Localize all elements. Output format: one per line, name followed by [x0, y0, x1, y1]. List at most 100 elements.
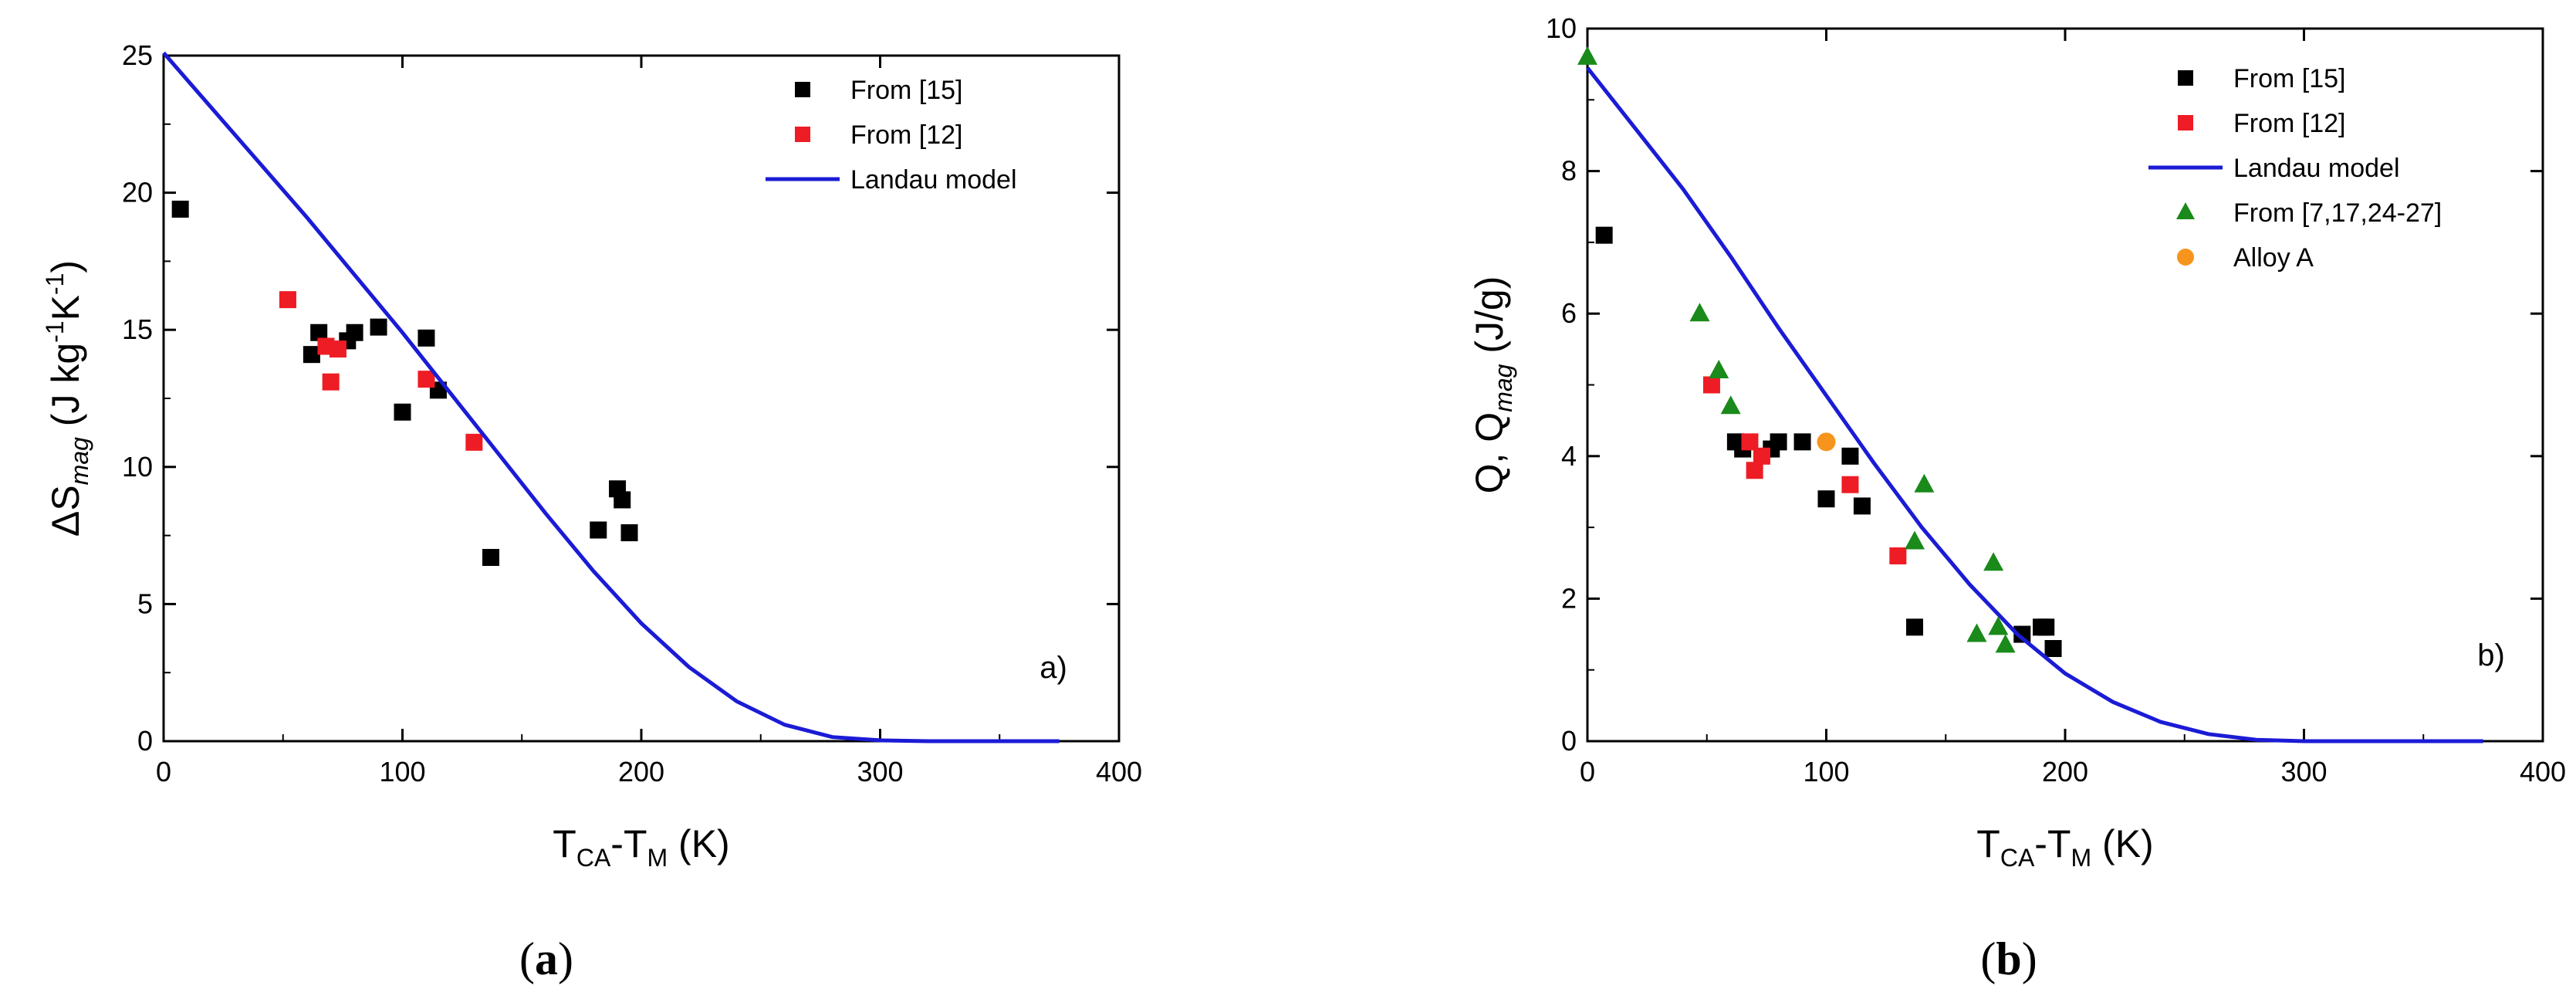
x-tick-label: 300: [857, 756, 903, 787]
landau-model-line: [162, 51, 1060, 743]
series-from-15: [1595, 226, 2062, 658]
data-point-square: [482, 549, 500, 567]
y-tick-label: 20: [122, 177, 153, 208]
legend-label: From [15]: [850, 76, 962, 105]
data-point-square: [1770, 433, 1787, 451]
data-point-square: [303, 346, 320, 364]
caption-close: ): [558, 933, 573, 984]
y-tick-label: 10: [122, 451, 153, 483]
x-tick-label: 300: [2280, 756, 2327, 787]
y-tick-label: 0: [1561, 725, 1577, 757]
y-tick-label: 2: [1561, 582, 1577, 614]
y-label-sub: mag: [66, 437, 93, 485]
data-point-square: [394, 403, 411, 421]
x-label-sub: CA: [2000, 844, 2035, 872]
data-point-square: [620, 524, 638, 542]
data-point-square: [1746, 462, 1763, 479]
x-tick-label: 400: [2520, 756, 2566, 787]
y-tick-label: 5: [137, 588, 153, 619]
caption-close: ): [2022, 933, 2037, 984]
legend-label: From [12]: [850, 120, 962, 150]
data-point-triangle: [1988, 616, 2009, 635]
caption-open: (: [519, 933, 535, 984]
plot-frame: [162, 54, 1121, 743]
data-point-triangle: [1914, 473, 1935, 493]
data-point-square: [1793, 433, 1811, 451]
x-tick-label: 400: [1096, 756, 1142, 787]
legend-entry: From [7,17,24-27]: [2176, 198, 2442, 228]
data-point-square: [1889, 547, 1907, 565]
y-tick-label: 10: [1546, 12, 1577, 44]
data-point-square: [1741, 433, 1759, 451]
legend-entry: Alloy A: [2177, 243, 2314, 273]
x-label-unit: (K): [2091, 822, 2154, 865]
figure-caption: (b): [1980, 933, 2037, 984]
series-landau-model: [1586, 66, 2483, 743]
y-label-base: ΔS: [44, 485, 87, 537]
series-from-15: [171, 200, 638, 567]
y-label-unit: (J kg: [44, 343, 87, 437]
data-point-square: [322, 373, 340, 391]
series-landau-model: [162, 51, 1060, 743]
x-tick-label: 200: [2042, 756, 2088, 787]
y-axis-label: ΔSmag (J kg-1K-1): [41, 260, 93, 537]
legend-label: From [7,17,24-27]: [2233, 198, 2442, 228]
data-point-square: [279, 291, 296, 309]
caption-letter: a: [535, 933, 558, 984]
data-point-square: [329, 340, 347, 358]
data-point-square: [1753, 447, 1770, 465]
data-point-square: [171, 200, 189, 218]
legend-label: From [15]: [2233, 64, 2345, 93]
x-label-mid: -T: [2034, 822, 2071, 865]
legend-entry: From [15]: [2178, 64, 2345, 93]
data-point-triangle: [1577, 46, 1597, 65]
plot-frame: [1586, 27, 2544, 743]
data-point-square: [1595, 226, 1613, 244]
data-point-circle: [1817, 432, 1836, 452]
data-point-square: [1906, 618, 1924, 636]
legend-square-swatch: [795, 82, 810, 97]
data-point-triangle: [1905, 530, 1925, 550]
x-tick-label: 100: [1803, 756, 1849, 787]
x-axis-label: TCA-TM (K): [553, 822, 729, 872]
x-label-sub: CA: [576, 844, 611, 872]
data-point-square: [370, 318, 387, 336]
y-label-close: ): [44, 260, 87, 273]
caption-letter: b: [1996, 933, 2021, 984]
legend-circle-swatch: [2177, 249, 2194, 266]
y-label-exp: -1: [41, 273, 69, 295]
x-label-unit: (K): [668, 822, 730, 865]
landau-model-line: [1586, 66, 2483, 743]
data-point-square: [346, 323, 363, 341]
data-point-square: [1702, 376, 1720, 394]
x-label-base: T: [1976, 822, 2000, 865]
y-tick-label: 0: [137, 725, 153, 757]
series-alloy-a: [1817, 432, 1836, 452]
y-axis-label: Q, Qmag (J/g): [1468, 276, 1517, 494]
legend-label: From [12]: [2233, 109, 2345, 138]
x-tick-label: 0: [156, 756, 171, 787]
y-label-mid: K: [44, 295, 87, 320]
legend-label: Landau model: [2233, 154, 2400, 183]
y-tick-label: 4: [1561, 440, 1577, 472]
x-label-base: T: [553, 822, 576, 865]
legend-square-swatch: [2178, 115, 2193, 130]
legend-entry: Landau model: [2148, 154, 2400, 183]
x-tick-label: 100: [379, 756, 425, 787]
data-point-square: [590, 521, 607, 539]
y-tick-label: 25: [122, 39, 153, 71]
legend-entry: From [12]: [795, 120, 962, 150]
data-point-square: [614, 491, 631, 509]
data-point-triangle: [1689, 303, 1710, 322]
y-tick-label: 6: [1561, 297, 1577, 329]
x-tick-label: 0: [1580, 756, 1595, 787]
series-from-12: [279, 291, 483, 451]
x-label-sub: M: [2071, 844, 2092, 872]
legend-label: Alloy A: [2233, 243, 2314, 273]
series-from-7-17-24-27: [1577, 46, 2016, 653]
legend-label: Landau model: [850, 165, 1017, 195]
y-tick-label: 8: [1561, 155, 1577, 187]
legend-entry: From [15]: [795, 76, 962, 105]
legend-entry: Landau model: [766, 165, 1017, 195]
